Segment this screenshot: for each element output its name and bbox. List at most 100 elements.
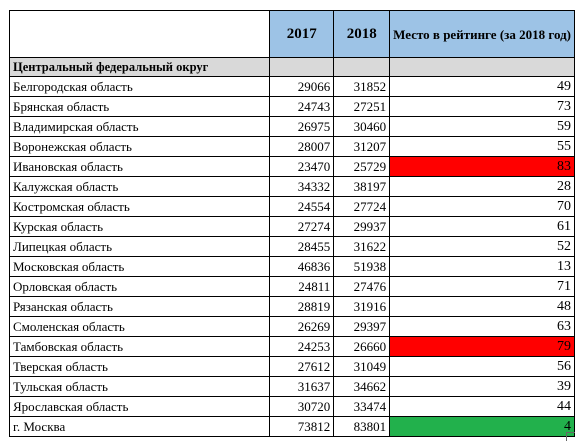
header-row: 2017 2018 Место в рейтинге (за 2018 год) xyxy=(8,10,575,58)
table-row: Курская область 27274 29937 61 xyxy=(8,216,575,237)
region-name-cell[interactable]: Ивановская область xyxy=(8,156,271,177)
region-name-cell[interactable]: Московская область xyxy=(8,256,271,277)
header-blank-cell[interactable] xyxy=(8,10,271,58)
rank-cell[interactable]: 48 xyxy=(389,296,575,317)
value-2018-cell[interactable]: 31622 xyxy=(333,236,391,257)
region-name-cell[interactable]: Орловская область xyxy=(8,276,271,297)
value-2017-cell[interactable]: 30720 xyxy=(269,396,335,417)
rank-cell[interactable]: 61 xyxy=(389,216,575,237)
rank-cell[interactable]: 55 xyxy=(389,136,575,157)
value-2018-cell[interactable]: 27251 xyxy=(333,96,391,117)
value-2018-cell[interactable]: 34662 xyxy=(333,376,391,397)
value-2017-cell[interactable]: 27612 xyxy=(269,356,335,377)
table-row: Белгородская область 29066 31852 49 xyxy=(8,76,575,97)
table-row: Владимирская область 26975 30460 59 xyxy=(8,116,575,137)
table-row: Костромская область 24554 27724 70 xyxy=(8,196,575,217)
table-row: Ивановская область 23470 25729 83 xyxy=(8,156,575,177)
table-row: Московская область 46836 51938 13 xyxy=(8,256,575,277)
value-2018-cell[interactable]: 31049 xyxy=(333,356,391,377)
value-2017-cell[interactable]: 24811 xyxy=(269,276,335,297)
rank-cell[interactable]: 59 xyxy=(389,116,575,137)
region-name-cell[interactable]: г. Москва xyxy=(8,416,271,437)
rank-cell[interactable]: 56 xyxy=(389,356,575,377)
value-2017-cell[interactable]: 24743 xyxy=(269,96,335,117)
value-2017-cell[interactable]: 26269 xyxy=(269,316,335,337)
district-empty-cell[interactable] xyxy=(389,57,575,77)
value-2018-cell[interactable]: 25729 xyxy=(333,156,391,177)
value-2017-cell[interactable]: 34332 xyxy=(269,176,335,197)
value-2018-cell[interactable]: 26660 xyxy=(333,336,391,357)
value-2018-cell[interactable]: 38197 xyxy=(333,176,391,197)
district-empty-cell[interactable] xyxy=(269,57,335,77)
value-2017-cell[interactable]: 28819 xyxy=(269,296,335,317)
value-2018-cell[interactable]: 30460 xyxy=(333,116,391,137)
rank-cell[interactable]: 44 xyxy=(389,396,575,417)
region-name-cell[interactable]: Смоленская область xyxy=(8,316,271,337)
region-name-cell[interactable]: Тверская область xyxy=(8,356,271,377)
header-2017-cell[interactable]: 2017 xyxy=(269,10,335,58)
region-name-cell[interactable]: Воронежская область xyxy=(8,136,271,157)
rank-cell[interactable]: 39 xyxy=(389,376,575,397)
value-2017-cell[interactable]: 28455 xyxy=(269,236,335,257)
value-2018-cell[interactable]: 83801 xyxy=(333,416,391,437)
rank-cell[interactable]: 49 xyxy=(389,76,575,97)
rank-cell[interactable]: 4 xyxy=(389,416,575,437)
region-name-cell[interactable]: Брянская область xyxy=(8,96,271,117)
value-2017-cell[interactable]: 29066 xyxy=(269,76,335,97)
value-2017-cell[interactable]: 23470 xyxy=(269,156,335,177)
value-2017-cell[interactable]: 26975 xyxy=(269,116,335,137)
region-name-cell[interactable]: Ярославская область xyxy=(8,396,271,417)
value-2017-cell[interactable]: 24253 xyxy=(269,336,335,357)
value-2017-cell[interactable]: 46836 xyxy=(269,256,335,277)
rank-cell[interactable]: 79 xyxy=(389,336,575,357)
value-2018-cell[interactable]: 29397 xyxy=(333,316,391,337)
header-2018-cell[interactable]: 2018 xyxy=(333,10,391,58)
table-row: Липецкая область 28455 31622 52 xyxy=(8,236,575,257)
value-2018-cell[interactable]: 27724 xyxy=(333,196,391,217)
district-label-cell[interactable]: Центральный федеральный округ xyxy=(8,57,271,77)
value-2017-cell[interactable]: 28007 xyxy=(269,136,335,157)
table-row: Калужская область 34332 38197 28 xyxy=(8,176,575,197)
table-row: Тамбовская область 24253 26660 79 xyxy=(8,336,575,357)
region-name-cell[interactable]: Тульская область xyxy=(8,376,271,397)
rank-cell[interactable]: 70 xyxy=(389,196,575,217)
value-2017-cell[interactable]: 27274 xyxy=(269,216,335,237)
table-body: 2017 2018 Место в рейтинге (за 2018 год)… xyxy=(8,10,575,437)
ranking-table: 2017 2018 Место в рейтинге (за 2018 год)… xyxy=(8,10,575,437)
value-2018-cell[interactable]: 33474 xyxy=(333,396,391,417)
value-2018-cell[interactable]: 51938 xyxy=(333,256,391,277)
value-2018-cell[interactable]: 27476 xyxy=(333,276,391,297)
region-name-cell[interactable]: Курская область xyxy=(8,216,271,237)
region-name-cell[interactable]: Костромская область xyxy=(8,196,271,217)
table-row: Смоленская область 26269 29397 63 xyxy=(8,316,575,337)
region-name-cell[interactable]: Владимирская область xyxy=(8,116,271,137)
region-name-cell[interactable]: Рязанская область xyxy=(8,296,271,317)
table-row: Тульская область 31637 34662 39 xyxy=(8,376,575,397)
table-row: Орловская область 24811 27476 71 xyxy=(8,276,575,297)
value-2018-cell[interactable]: 29937 xyxy=(333,216,391,237)
header-rank-cell[interactable]: Место в рейтинге (за 2018 год) xyxy=(389,10,575,58)
district-empty-cell[interactable] xyxy=(333,57,391,77)
region-name-cell[interactable]: Тамбовская область xyxy=(8,336,271,357)
table-row: Брянская область 24743 27251 73 xyxy=(8,96,575,117)
table-row: Ярославская область 30720 33474 44 xyxy=(8,396,575,417)
rank-cell[interactable]: 13 xyxy=(389,256,575,277)
rank-cell[interactable]: 63 xyxy=(389,316,575,337)
rank-cell[interactable]: 83 xyxy=(389,156,575,177)
rank-cell[interactable]: 28 xyxy=(389,176,575,197)
value-2017-cell[interactable]: 31637 xyxy=(269,376,335,397)
region-name-cell[interactable]: Белгородская область xyxy=(8,76,271,97)
value-2018-cell[interactable]: 31207 xyxy=(333,136,391,157)
rank-cell[interactable]: 71 xyxy=(389,276,575,297)
district-row: Центральный федеральный округ xyxy=(8,57,575,77)
value-2017-cell[interactable]: 73812 xyxy=(269,416,335,437)
table-row: Тверская область 27612 31049 56 xyxy=(8,356,575,377)
rank-cell[interactable]: 73 xyxy=(389,96,575,117)
value-2018-cell[interactable]: 31852 xyxy=(333,76,391,97)
value-2017-cell[interactable]: 24554 xyxy=(269,196,335,217)
region-name-cell[interactable]: Липецкая область xyxy=(8,236,271,257)
table-row: г. Москва 73812 83801 4 xyxy=(8,416,575,437)
value-2018-cell[interactable]: 31916 xyxy=(333,296,391,317)
region-name-cell[interactable]: Калужская область xyxy=(8,176,271,197)
rank-cell[interactable]: 52 xyxy=(389,236,575,257)
